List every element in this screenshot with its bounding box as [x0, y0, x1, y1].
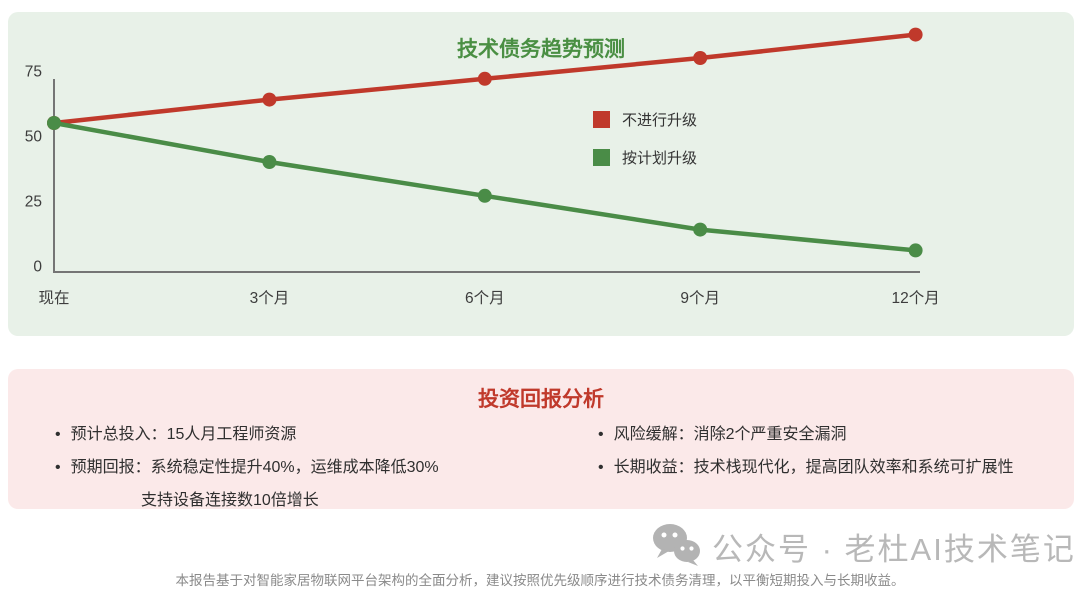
- legend-item-planned-upgrade: 按计划升级: [593, 147, 697, 168]
- chart-legend: 不进行升级 按计划升级: [593, 109, 697, 168]
- roi-card: 投资回报分析 预计总投入：15人月工程师资源 预期回报：系统稳定性提升40%，运…: [8, 369, 1074, 509]
- roi-columns: 预计总投入：15人月工程师资源 预期回报：系统稳定性提升40%，运维成本降低30…: [55, 418, 1058, 517]
- list-item: 预期回报：系统稳定性提升40%，运维成本降低30%: [55, 451, 598, 484]
- watermark-text: 公众号 · 老杜AI技术笔记: [712, 532, 1076, 567]
- roi-title: 投资回报分析: [478, 388, 604, 411]
- svg-text:25: 25: [25, 194, 42, 211]
- svg-text:6个月: 6个月: [465, 289, 505, 307]
- legend-item-no-upgrade: 不进行升级: [593, 109, 697, 130]
- list-item-continuation: 支持设备连接数10倍增长: [141, 492, 319, 509]
- trend-chart-card: 技术债务趋势预测: [8, 12, 1074, 336]
- list-item: 风险缓解：消除2个严重安全漏洞: [598, 418, 1058, 451]
- legend-label: 不进行升级: [622, 112, 698, 129]
- svg-text:9个月: 9个月: [680, 289, 720, 307]
- trend-chart: 0 25 50 75 现在 3个月 6个月 9个月 12个月: [25, 27, 940, 307]
- svg-text:0: 0: [33, 259, 42, 276]
- roi-column-right: 风险缓解：消除2个严重安全漏洞 长期收益：技术栈现代化，提高团队效率和系统可扩展…: [598, 418, 1058, 517]
- footer-note: 本报告基于对智能家居物联网平台架构的全面分析，建议按照优先级顺序进行技术债务清理…: [175, 573, 905, 588]
- svg-text:现在: 现在: [38, 289, 69, 307]
- svg-text:75: 75: [25, 64, 42, 81]
- legend-swatch-green: [593, 149, 610, 166]
- svg-text:3个月: 3个月: [250, 289, 290, 307]
- watermark: 公众号 · 老杜AI技术笔记: [650, 521, 1076, 572]
- legend-label: 按计划升级: [622, 150, 698, 167]
- legend-swatch-red: [593, 111, 610, 128]
- svg-text:12个月: 12个月: [891, 289, 939, 307]
- roi-column-left: 预计总投入：15人月工程师资源 预期回报：系统稳定性提升40%，运维成本降低30…: [55, 418, 598, 517]
- list-item: 预计总投入：15人月工程师资源: [55, 418, 598, 451]
- svg-text:50: 50: [25, 129, 43, 146]
- chart-title: 技术债务趋势预测: [457, 38, 625, 61]
- wechat-icon: [650, 521, 702, 572]
- list-item: 长期收益：技术栈现代化，提高团队效率和系统可扩展性: [598, 451, 1058, 484]
